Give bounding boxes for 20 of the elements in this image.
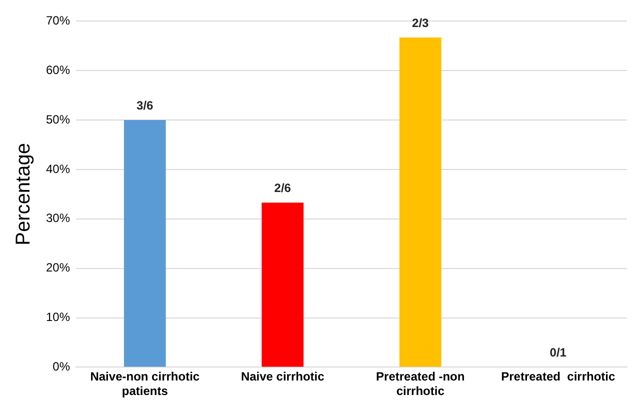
- y-tick-label: 20%: [46, 260, 70, 275]
- y-tick-label: 0%: [52, 360, 70, 374]
- annotation: 3/6: [136, 98, 154, 112]
- bar: [262, 202, 304, 367]
- y-tick-label: 50%: [46, 112, 70, 126]
- y-axis-title: Percentage: [12, 143, 35, 246]
- x-tick-label: Naive cirrhotic: [240, 370, 325, 384]
- x-tick-label: Pretreated -non cirrhotic: [376, 370, 465, 398]
- x-tick-label: Pretreated cirrhotic: [501, 370, 616, 384]
- bar: [399, 38, 442, 367]
- annotation: 2/3: [412, 16, 430, 30]
- bar: [124, 120, 166, 367]
- y-tick-label: 40%: [46, 162, 70, 176]
- annotation: 0/1: [550, 346, 567, 360]
- y-tick-label: 60%: [46, 62, 70, 77]
- y-tick-label: 30%: [46, 211, 70, 226]
- y-tick-label: 10%: [46, 310, 70, 324]
- annotation: 2/6: [274, 180, 292, 195]
- y-tick-label: 70%: [46, 14, 70, 28]
- x-tick-label: Naive-non cirrhotic patients: [90, 370, 200, 398]
